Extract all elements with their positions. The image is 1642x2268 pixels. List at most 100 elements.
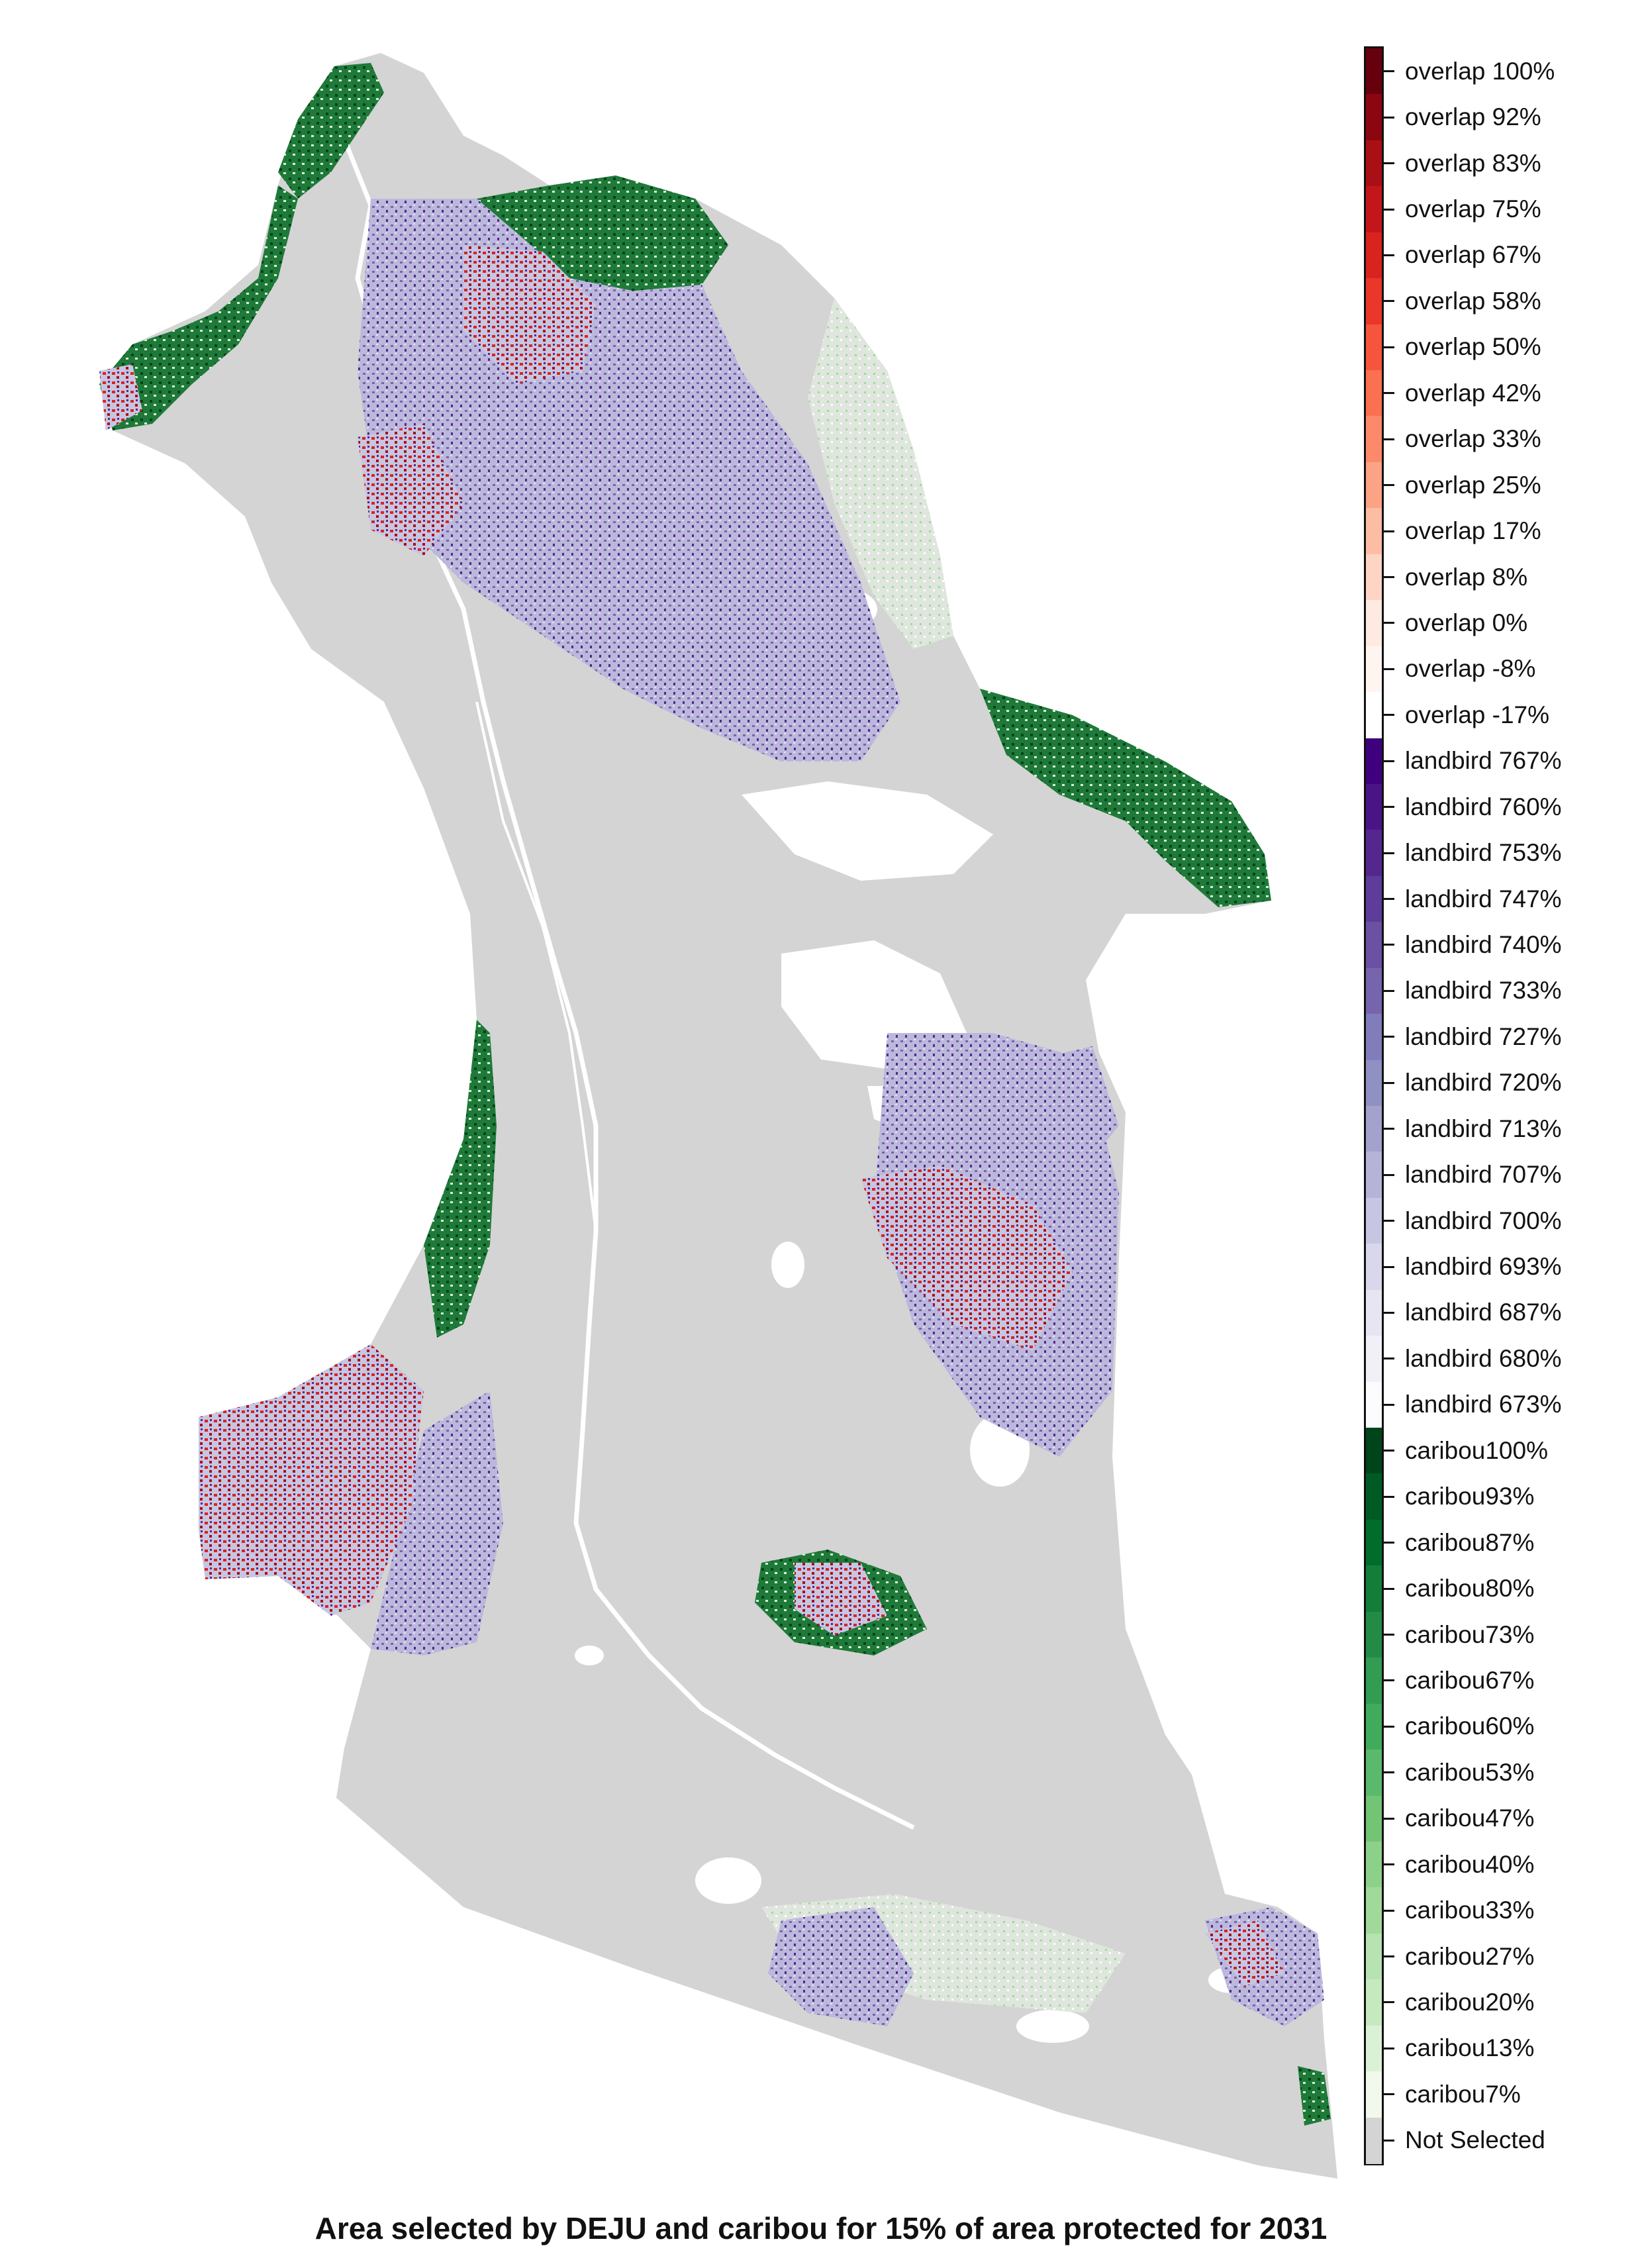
legend-label: landbird 740% [1405,930,1562,958]
legend-label: landbird 720% [1405,1069,1562,1097]
legend-tick [1384,1357,1394,1360]
legend-tick [1384,70,1394,73]
legend-swatch [1366,232,1382,279]
legend-label: landbird 760% [1405,793,1562,820]
legend-swatch [1366,1106,1382,1152]
legend-tick [1384,1771,1394,1774]
legend-label: overlap 0% [1405,609,1528,636]
legend-label: overlap -8% [1405,655,1536,683]
legend-swatch [1366,600,1382,647]
caribou-selected-areas [99,63,1331,2126]
legend-swatch [1366,1657,1382,1704]
legend-tick [1384,1679,1394,1682]
legend-tick [1384,1587,1394,1590]
legend-swatch [1366,1336,1382,1383]
legend-swatch [1366,554,1382,601]
legend-label: overlap 83% [1405,149,1541,177]
legend-label: landbird 767% [1405,747,1562,775]
legend-tick [1384,1081,1394,1084]
legend-tick [1384,208,1394,211]
legend-tick [1384,852,1394,854]
legend-tick [1384,1450,1394,1452]
legend-tick [1384,116,1394,119]
legend-tick [1384,162,1394,165]
legend-swatch [1366,1750,1382,1797]
legend-swatch [1366,1244,1382,1291]
legend-label: landbird 747% [1405,885,1562,912]
legend-label: landbird 687% [1405,1299,1562,1326]
legend-tick [1384,300,1394,303]
legend-swatch [1366,186,1382,233]
legend-swatch [1366,2071,1382,2118]
legend-tick [1384,2093,1394,2096]
map-caption: Area selected by DEJU and caribou for 15… [314,2211,1328,2245]
legend-tick [1384,438,1394,440]
legend-swatch [1366,1152,1382,1199]
legend-label: caribou93% [1405,1483,1535,1510]
legend-label: landbird 700% [1405,1207,1562,1234]
study-area-map [99,53,1337,2179]
legend-label: caribou73% [1405,1620,1535,1648]
legend-label: landbird 713% [1405,1114,1562,1142]
map-panel [99,53,1337,2179]
legend-label: caribou80% [1405,1575,1535,1602]
legend-tick [1384,714,1394,716]
legend-tick [1384,1817,1394,1820]
legend-label: overlap 33% [1405,425,1541,453]
legend-swatch [1366,1289,1382,1336]
legend-label: landbird 693% [1405,1253,1562,1281]
legend-tick [1384,944,1394,946]
legend-tick [1384,392,1394,395]
legend-swatch [1366,48,1382,95]
legend-swatch [1366,692,1382,739]
legend-swatch [1366,462,1382,509]
legend-swatch [1366,1933,1382,1980]
legend-label: caribou67% [1405,1666,1535,1694]
legend-label: caribou47% [1405,1804,1535,1832]
legend-swatch [1366,1979,1382,2026]
legend-swatch [1366,1014,1382,1061]
legend-label: landbird 733% [1405,977,1562,1005]
legend-tick [1384,1634,1394,1636]
legend-tick [1384,1909,1394,1912]
legend-swatch [1366,2025,1382,2072]
legend-swatch [1366,738,1382,785]
legend-tick [1384,667,1394,670]
legend-swatch [1366,1611,1382,1658]
legend-swatch [1366,1519,1382,1566]
legend-label: overlap 42% [1405,379,1541,407]
legend-label: caribou60% [1405,1712,1535,1740]
legend-tick [1384,484,1394,487]
legend-swatch [1366,783,1382,830]
legend-label: overlap 25% [1405,471,1541,499]
legend-tick [1384,1725,1394,1728]
legend-swatch [1366,508,1382,555]
legend-swatch [1366,967,1382,1014]
legend-tick [1384,1495,1394,1498]
legend-label: overlap 50% [1405,333,1541,361]
legend-swatch [1366,1381,1382,1428]
legend-tick [1384,622,1394,624]
tributary-river [475,701,597,1232]
legend-tick [1384,2139,1394,2142]
legend-swatch [1366,1565,1382,1612]
map-legend: overlap 100% overlap 92% overlap 83% overla… [1364,46,1629,2165]
legend-tick [1384,1173,1394,1176]
legend-label: overlap -17% [1405,701,1550,728]
legend-label: overlap 92% [1405,103,1541,131]
legend-label: caribou7% [1405,2080,1521,2108]
legend-tick [1384,1128,1394,1130]
legend-tick [1384,1220,1394,1222]
legend-tick [1384,989,1394,992]
legend-tick [1384,1403,1394,1406]
legend-swatch [1366,1428,1382,1475]
legend-swatch [1366,94,1382,141]
legend-label: caribou40% [1405,1850,1535,1878]
legend-label: landbird 680% [1405,1344,1562,1372]
legend-tick [1384,898,1394,901]
legend-label: caribou33% [1405,1897,1535,1924]
legend-tick [1384,1265,1394,1268]
legend-label: landbird 727% [1405,1022,1562,1050]
legend-label: caribou27% [1405,1942,1535,1970]
legend-swatch [1366,875,1382,922]
